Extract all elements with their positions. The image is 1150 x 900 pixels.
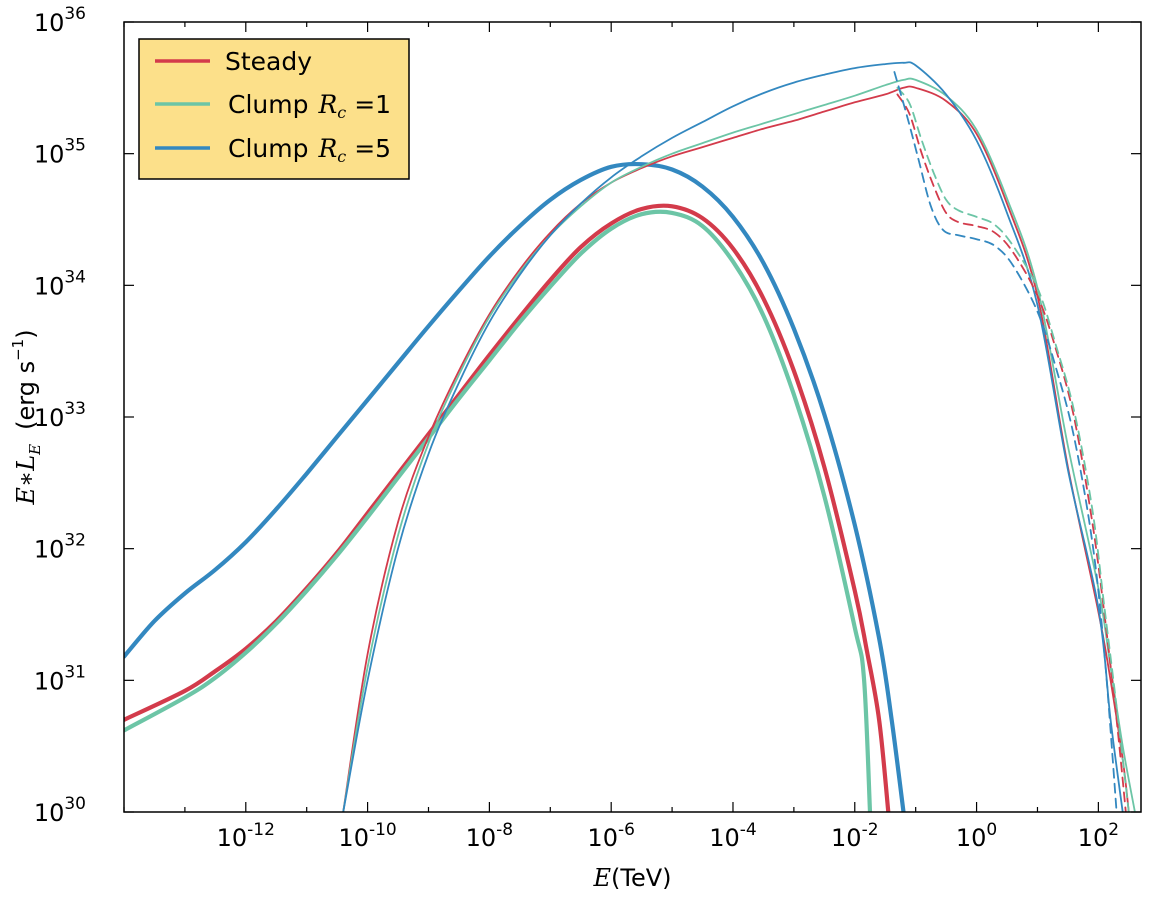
x-tick-base: 10	[587, 824, 618, 852]
y-tick-base: 10	[34, 799, 65, 827]
y-tick-label: 1036	[34, 4, 86, 37]
x-axis-unit: (TeV)	[611, 864, 672, 892]
y-axis-unit-exponent: −1	[9, 339, 27, 361]
y-tick-label: 1030	[34, 794, 86, 827]
y-tick-base: 10	[34, 536, 65, 564]
legend-label-clump-rc1-sub: c	[337, 103, 346, 122]
x-tick-base: 10	[217, 824, 248, 852]
y-tick-label: 1031	[34, 662, 86, 695]
y-tick-exponent: 34	[64, 267, 86, 287]
y-tick-exponent: 30	[64, 794, 86, 814]
legend-label-clump-rc5-sub: c	[337, 147, 346, 166]
x-tick-exponent: -6	[618, 820, 635, 840]
y-tick-exponent: 32	[64, 531, 86, 551]
x-tick-exponent: -10	[369, 820, 397, 840]
x-tick-base: 10	[466, 824, 497, 852]
x-tick-label: 10-2	[831, 820, 879, 852]
y-tick-label: 1032	[34, 531, 86, 564]
y-tick-base: 10	[34, 404, 65, 432]
y-tick-base: 10	[34, 272, 65, 300]
series-line-clump-rc-1-ic-absorbed	[896, 86, 1130, 812]
legend-label-clump-rc5-text: Clump	[228, 134, 308, 163]
series-line-clump-rc-1-synchrotron	[124, 209, 873, 812]
x-tick-label: 10-10	[338, 820, 396, 852]
y-tick-base: 10	[34, 667, 65, 695]
y-tick-exponent: 31	[64, 662, 86, 682]
y-tick-label: 1033	[34, 399, 86, 432]
x-tick-exponent: 0	[986, 820, 997, 840]
y-tick-base: 10	[34, 141, 65, 169]
legend: Steady Clump Rc =1 Clump Rc =5	[138, 38, 410, 180]
series-line-clump-rc-5-ic-absorbed	[893, 71, 1118, 812]
y-tick-base: 10	[34, 9, 65, 37]
y-tick-label: 1035	[34, 136, 86, 169]
y-axis-close: )	[12, 329, 40, 338]
series-line-clump-rc-5-synchrotron	[124, 161, 906, 812]
legend-label-steady-text: Steady	[225, 47, 312, 76]
legend-entry-steady: Steady	[155, 47, 312, 76]
legend-entry-clump-rc1: Clump Rc =1	[155, 90, 391, 122]
x-tick-base: 10	[1078, 824, 1109, 852]
x-axis-variable: E	[592, 864, 611, 892]
x-tick-base: 10	[831, 824, 862, 852]
x-tick-exponent: -8	[496, 820, 513, 840]
legend-label-steady: Steady	[225, 47, 312, 76]
y-tick-label: 1034	[34, 267, 86, 300]
series-layer	[124, 61, 1136, 812]
series-line-clump-rc-5-ic	[342, 61, 1124, 812]
x-tick-exponent: -4	[740, 820, 757, 840]
legend-label-clump-rc1-text: Clump	[228, 90, 308, 119]
y-axis-label: E∗LE (erg s−1)	[9, 329, 44, 505]
x-tick-label: 10-6	[587, 820, 635, 852]
plot-frame	[123, 21, 1142, 813]
y-axis-subscript: E	[26, 444, 44, 456]
x-tick-base: 10	[709, 824, 740, 852]
x-tick-exponent: 2	[1108, 820, 1119, 840]
x-tick-label: 102	[1078, 820, 1119, 852]
x-tick-exponent: -12	[247, 820, 275, 840]
series-line-steady-ic	[342, 85, 1130, 812]
x-tick-label: 100	[956, 820, 997, 852]
x-axis-label: E(TeV)	[592, 864, 671, 892]
legend-label-clump-rc1-value: =1	[346, 90, 391, 119]
x-tick-label: 10-12	[217, 820, 275, 852]
x-tick-base: 10	[338, 824, 369, 852]
legend-label-clump-rc5-value: =5	[346, 134, 391, 163]
x-tick-base: 10	[956, 824, 987, 852]
y-axis-expression: E∗L	[12, 455, 40, 506]
x-tick-exponent: -2	[862, 820, 879, 840]
legend-entry-clump-rc5: Clump Rc =5	[155, 134, 391, 166]
x-tick-label: 10-8	[466, 820, 514, 852]
series-line-steady-ic-absorbed	[896, 93, 1127, 812]
y-tick-exponent: 35	[64, 136, 86, 156]
y-axis-unit: (erg s	[12, 361, 40, 430]
y-tick-exponent: 36	[64, 4, 86, 24]
legend-label-clump-rc1: Clump Rc =1	[228, 90, 391, 122]
y-tick-exponent: 33	[64, 399, 86, 419]
series-line-steady-synchrotron	[124, 203, 891, 812]
legend-label-clump-rc5: Clump Rc =5	[228, 134, 391, 166]
series-line-clump-rc-1-ic	[342, 77, 1136, 812]
legend-label-clump-rc5-math: R	[317, 134, 337, 163]
legend-label-clump-rc1-math: R	[317, 90, 337, 119]
tick-layer: 10-12 10-10 10-8 10-6 10-4 10-2 100 10210301031…	[34, 4, 1141, 852]
x-tick-label: 10-4	[709, 820, 757, 852]
